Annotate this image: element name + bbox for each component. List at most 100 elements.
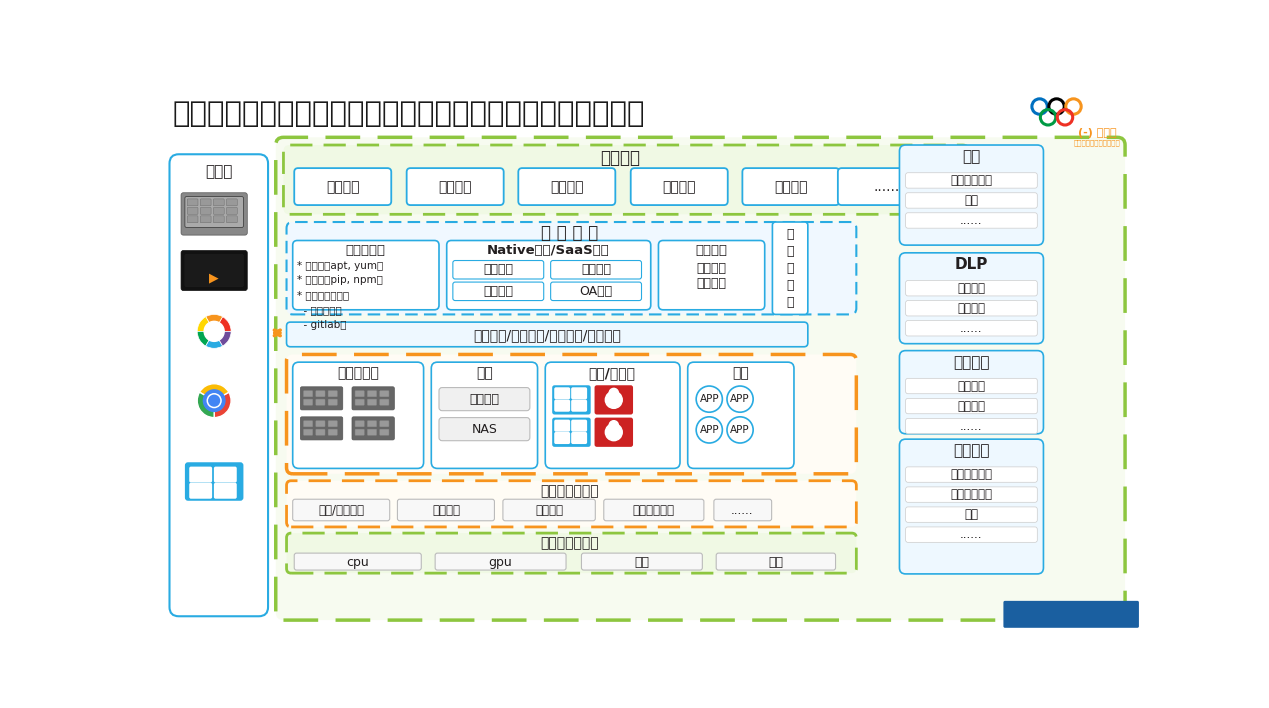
FancyBboxPatch shape [213,216,225,223]
Wedge shape [214,316,231,331]
Text: ......: ...... [959,420,982,433]
Text: ......: ...... [959,214,982,227]
FancyBboxPatch shape [453,282,543,301]
Text: 行业应用: 行业应用 [483,263,513,276]
FancyBboxPatch shape [773,222,808,314]
Circle shape [727,417,754,443]
Circle shape [609,389,618,398]
FancyBboxPatch shape [906,193,1037,208]
FancyBboxPatch shape [190,468,211,481]
FancyBboxPatch shape [546,362,680,469]
FancyBboxPatch shape [595,385,633,414]
Text: 软件开发: 软件开发 [438,181,472,195]
FancyBboxPatch shape [906,280,1037,296]
FancyBboxPatch shape [556,433,569,443]
Text: ......: ...... [959,321,982,335]
FancyBboxPatch shape [900,145,1043,245]
FancyBboxPatch shape [294,168,391,205]
FancyBboxPatch shape [900,439,1043,574]
FancyBboxPatch shape [170,154,268,616]
FancyBboxPatch shape [453,261,543,279]
FancyBboxPatch shape [1004,601,1140,628]
FancyBboxPatch shape [226,207,237,215]
Text: 网络管控: 网络管控 [953,355,990,370]
FancyBboxPatch shape [352,417,395,440]
Text: APP: APP [730,425,750,435]
FancyBboxPatch shape [431,362,538,469]
FancyBboxPatch shape [301,417,343,440]
FancyBboxPatch shape [552,418,590,447]
FancyBboxPatch shape [355,399,364,405]
FancyBboxPatch shape [631,168,727,205]
FancyBboxPatch shape [287,322,808,347]
FancyBboxPatch shape [906,301,1037,316]
FancyBboxPatch shape [303,391,312,396]
FancyBboxPatch shape [439,418,530,440]
FancyBboxPatch shape [301,387,343,410]
FancyBboxPatch shape [201,216,211,223]
FancyBboxPatch shape [397,499,495,521]
FancyBboxPatch shape [742,168,839,205]
Circle shape [209,395,220,406]
Text: 无影云盘: 无影云盘 [470,394,500,406]
FancyBboxPatch shape [503,499,595,521]
FancyBboxPatch shape [329,429,338,435]
FancyBboxPatch shape [838,168,935,205]
Text: 域名黑白名单: 域名黑白名单 [950,488,992,501]
FancyBboxPatch shape [316,421,325,427]
Circle shape [605,424,622,440]
FancyBboxPatch shape [435,553,566,570]
Wedge shape [197,316,214,331]
FancyBboxPatch shape [226,216,237,223]
FancyBboxPatch shape [581,553,702,570]
Circle shape [697,417,722,443]
Text: 教育教培: 教育教培 [774,181,807,195]
Text: DLP: DLP [954,257,987,272]
Text: 企业自有
应用管理: 企业自有 应用管理 [697,262,727,290]
Text: ......: ...... [731,504,754,518]
FancyBboxPatch shape [556,421,569,430]
FancyBboxPatch shape [303,421,312,427]
FancyBboxPatch shape [447,241,651,310]
Text: 内容识别: 内容识别 [957,282,985,295]
Text: 桌面/应用管理: 桌面/应用管理 [319,504,364,518]
Circle shape [727,386,754,412]
FancyBboxPatch shape [906,321,1037,336]
FancyBboxPatch shape [518,168,615,205]
FancyBboxPatch shape [906,467,1037,482]
FancyBboxPatch shape [551,282,642,301]
FancyBboxPatch shape [368,391,377,396]
FancyBboxPatch shape [303,429,312,435]
Text: 模版管理: 模版管理 [536,504,563,518]
FancyBboxPatch shape [201,207,211,215]
FancyBboxPatch shape [355,429,364,435]
FancyBboxPatch shape [214,484,236,498]
Wedge shape [199,384,228,401]
Circle shape [204,321,225,341]
Text: 接入端: 接入端 [206,164,232,178]
FancyBboxPatch shape [439,387,530,411]
FancyBboxPatch shape [906,418,1037,434]
FancyBboxPatch shape [283,145,968,215]
FancyBboxPatch shape [329,421,338,427]
FancyBboxPatch shape [900,253,1043,343]
FancyBboxPatch shape [181,193,247,235]
FancyBboxPatch shape [275,137,1126,620]
Circle shape [697,386,722,412]
Text: NAS: NAS [472,423,497,436]
FancyBboxPatch shape [303,399,312,405]
Text: 应 用 市 场: 应 用 市 场 [542,224,599,242]
Text: 代码开发: 代码开发 [483,285,513,298]
Text: 无影云电脑打造云端一体、安全、高效的一站式云上办公空间: 无影云电脑打造云端一体、安全、高效的一站式云上办公空间 [173,101,645,128]
FancyBboxPatch shape [355,421,364,427]
Text: 图形图像: 图形图像 [581,263,612,276]
FancyBboxPatch shape [185,197,244,227]
Text: 为技术而生，服务于全球: 为技术而生，服务于全球 [1074,139,1121,146]
Circle shape [609,421,618,430]
FancyBboxPatch shape [604,499,704,521]
Text: APP: APP [730,394,750,404]
Text: ......: ...... [873,181,900,195]
FancyBboxPatch shape [556,401,569,411]
Text: 服务器相关: 服务器相关 [346,244,386,257]
FancyBboxPatch shape [714,499,772,521]
